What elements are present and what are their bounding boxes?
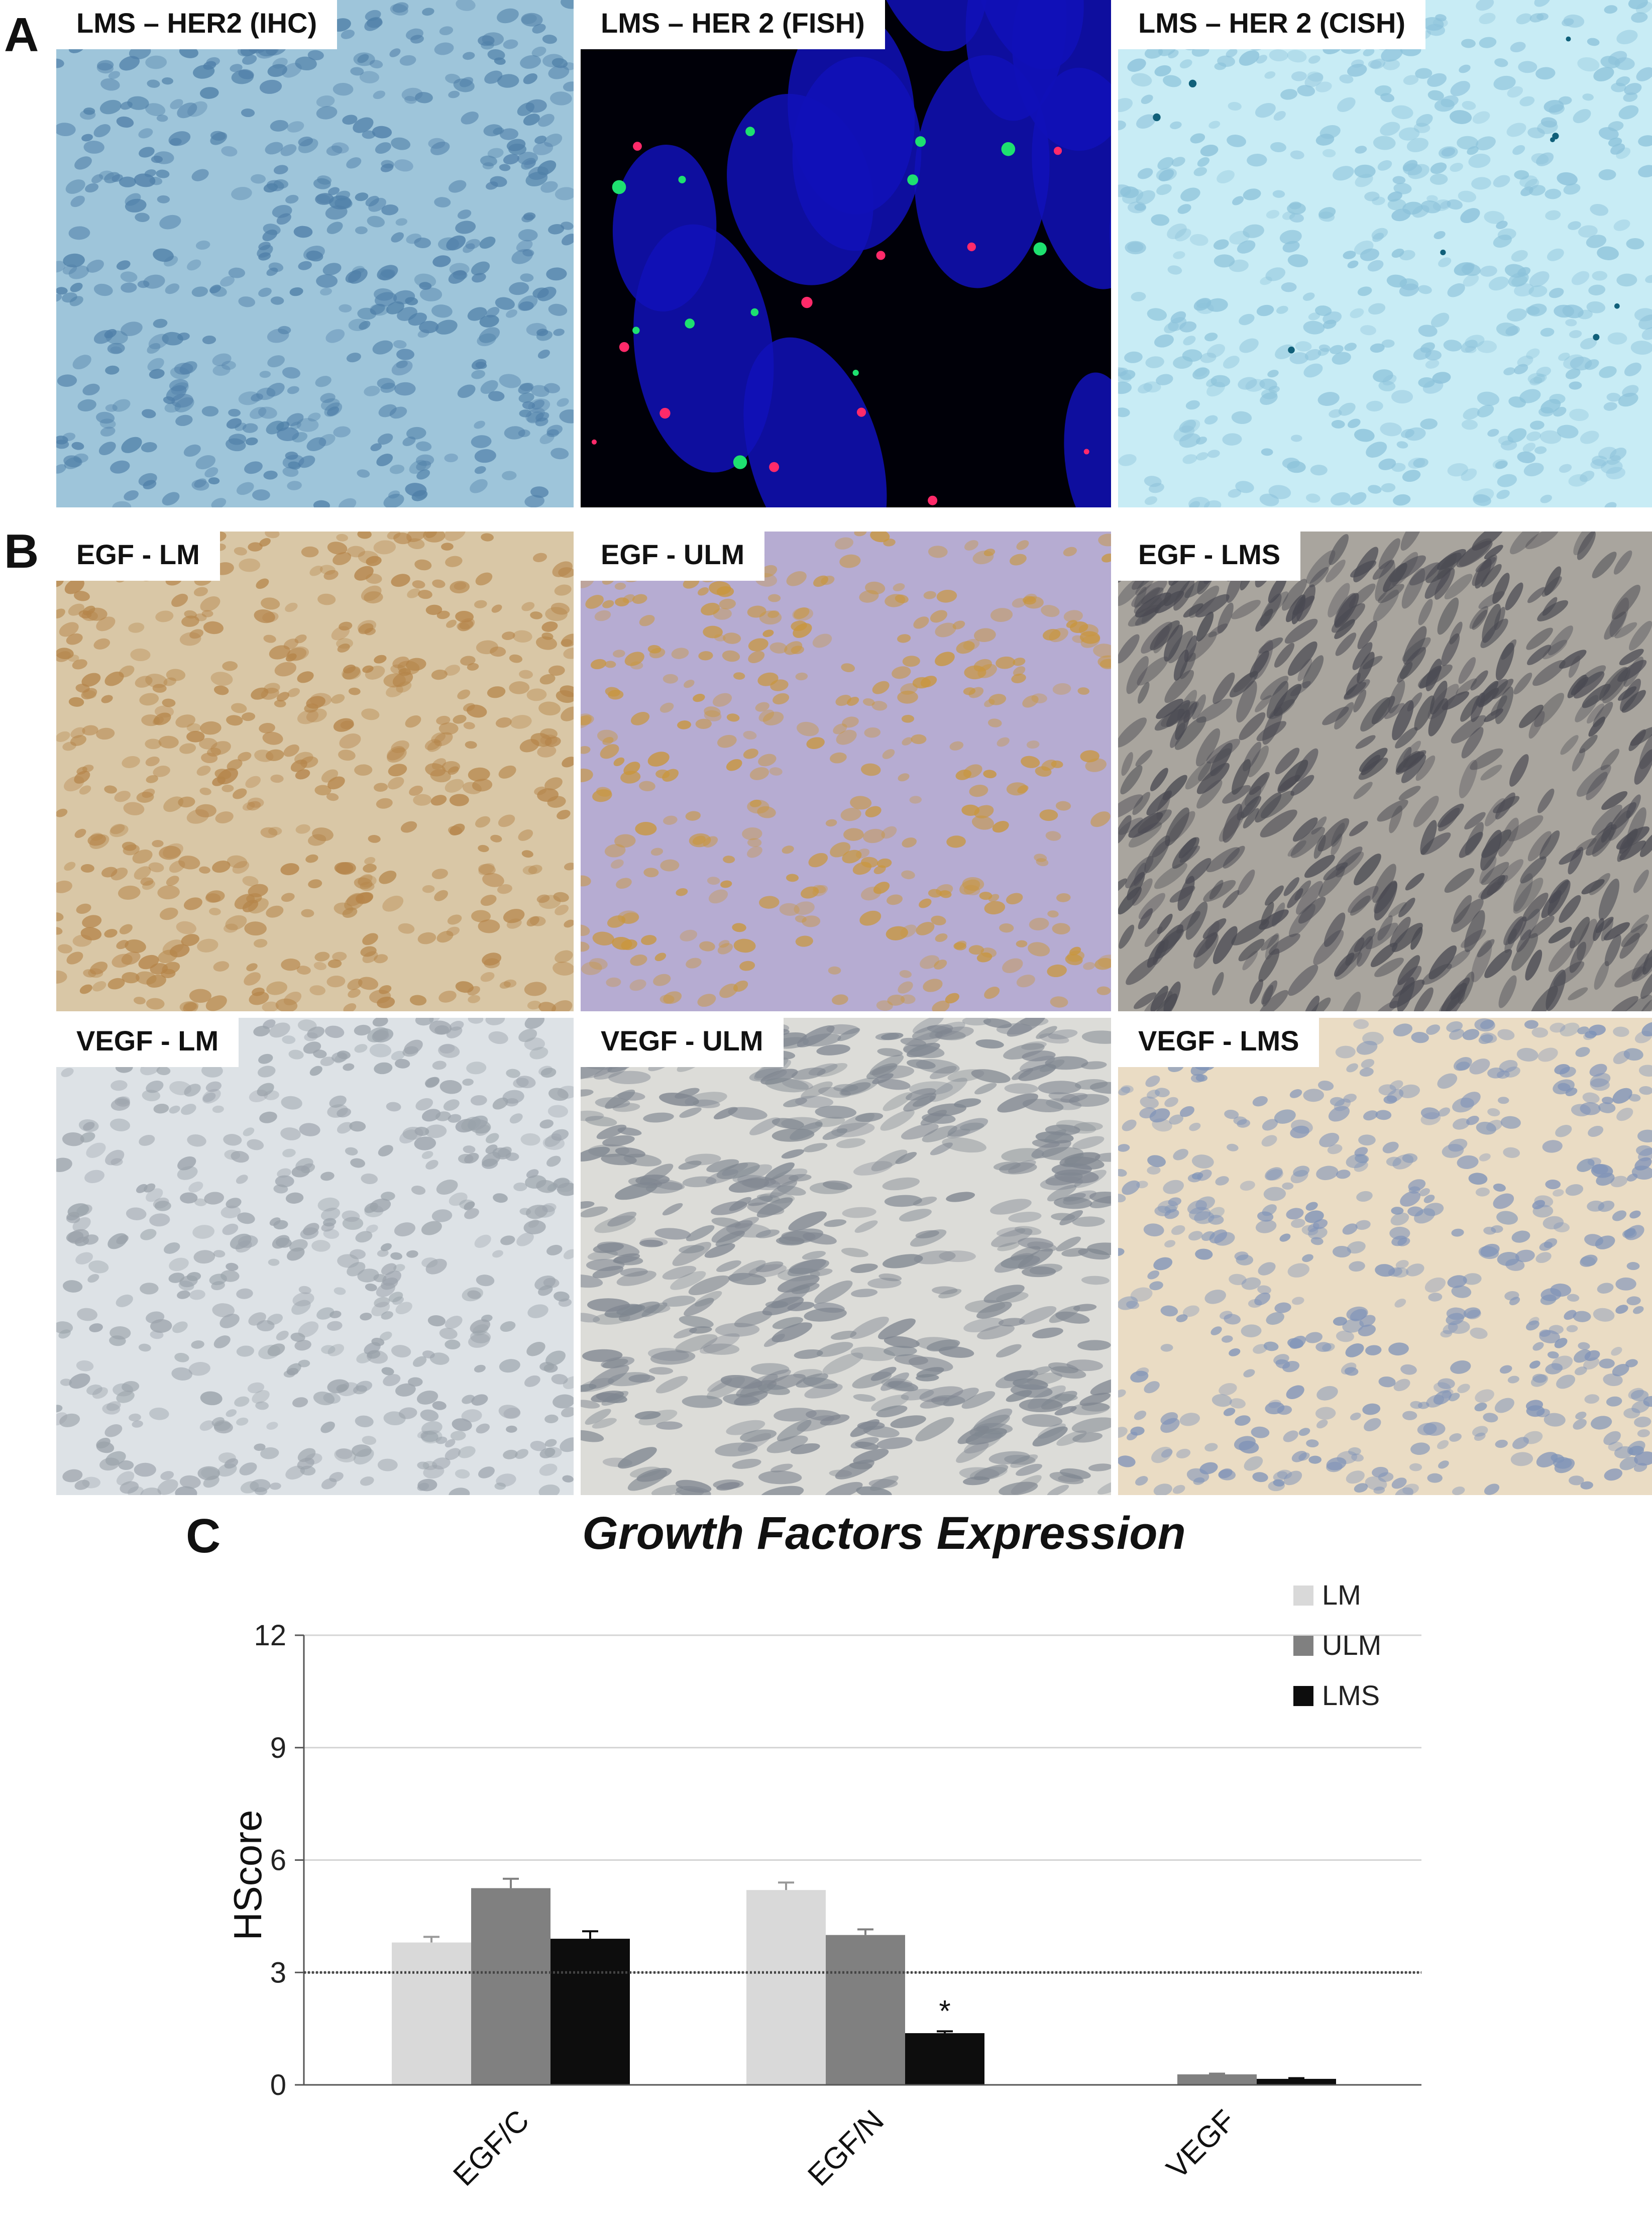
micrograph-image [56,0,574,507]
bar-ulm-vegf [1177,2074,1257,2085]
micrograph-image [581,0,1111,507]
micrograph-label: VEGF - LM [56,1018,239,1068]
bar-lm-egf-c [392,1942,471,2085]
legend-label-lms: LMS [1322,1679,1380,1711]
bar-lms-egf-n [905,2033,984,2085]
y-tick-label: 0 [270,2069,286,2101]
y-tick-label: 12 [254,1619,286,1652]
micrograph-label: LMS – HER 2 (CISH) [1118,0,1426,50]
panel-letter-c: C [186,1509,221,1563]
micrograph-image [56,1018,574,1495]
micrograph-label: LMS – HER2 (IHC) [56,0,338,50]
micrograph-label: VEGF - ULM [581,1018,784,1068]
chart-title: Growth Factors Expression [582,1508,1186,1559]
micrograph-her2-ihc: LMS – HER2 (IHC) [56,0,574,507]
bar-ulm-egf-n [826,1935,905,2085]
bar-lms-egf-c [550,1939,630,2085]
y-axis-label: HScore [226,1810,270,1940]
legend-swatch-lm [1293,1586,1313,1606]
legend-label-ulm: ULM [1322,1629,1381,1661]
legend-swatch-lms [1293,1686,1313,1706]
y-tick-label: 6 [270,1844,286,1877]
micrograph-image [581,532,1111,1011]
micrograph-her2-fish: LMS – HER 2 (FISH) [581,0,1111,507]
micrograph-label: EGF - ULM [581,532,765,581]
bar-lms-vegf [1257,2079,1336,2085]
micrograph-egf-lm: EGF - LM [56,532,574,1011]
legend-label-lm: LM [1322,1579,1361,1611]
legend-swatch-ulm [1293,1636,1313,1656]
micrograph-vegf-lm: VEGF - LM [56,1018,574,1495]
micrograph-vegf-lms: VEGF - LMS [1118,1018,1652,1495]
micrograph-label: EGF - LMS [1118,532,1301,581]
y-tick-label: 3 [270,1956,286,1989]
bar-ulm-egf-c [471,1888,550,2085]
micrograph-image [56,532,574,1011]
y-tick-label: 9 [270,1732,286,1764]
micrograph-label: LMS – HER 2 (FISH) [581,0,885,50]
micrograph-label: EGF - LM [56,532,220,581]
x-tick-label: VEGF [1160,2103,1242,2185]
x-tick-label: EGF/C [447,2103,535,2192]
micrograph-image [1118,0,1652,507]
panel-letter-b: B [4,524,39,578]
micrograph-image [1118,532,1652,1011]
significance-asterisk: * [939,1994,950,2028]
micrograph-image [581,1018,1111,1495]
micrograph-image [1118,1018,1652,1495]
bar-lm-egf-n [746,1890,826,2085]
growth-factors-bar-chart: 0 3 6 9 12 HScore * EGF/C EGF/N VEGF LM ULM LMS [226,1579,1421,2192]
micrograph-label: VEGF - LMS [1118,1018,1319,1068]
micrograph-egf-lms: EGF - LMS [1118,532,1652,1011]
micrograph-vegf-ulm: VEGF - ULM [581,1018,1111,1495]
x-tick-label: EGF/N [801,2103,890,2192]
panel-letter-a: A [4,8,39,62]
micrograph-her2-cish: LMS – HER 2 (CISH) [1118,0,1652,507]
micrograph-egf-ulm: EGF - ULM [581,532,1111,1011]
